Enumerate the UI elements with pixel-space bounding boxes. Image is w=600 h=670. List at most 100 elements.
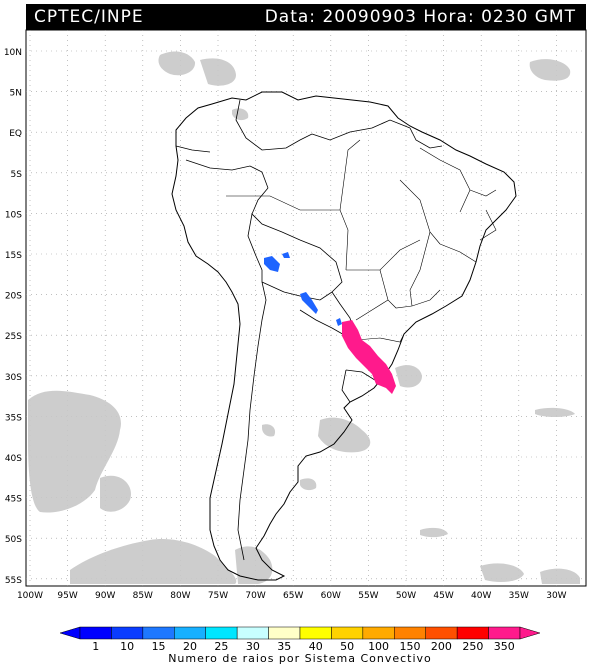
colorbar-swatch (456, 626, 489, 640)
latitude-labels: 10N 5N EQ 5S 10S 15S 20S 25S 30S 35S 40S 45S 50S 55S (4, 48, 22, 586)
source-label: CPTEC/INPE (34, 7, 144, 27)
cloud-cover (28, 51, 580, 584)
state-border-3 (346, 239, 421, 271)
longitude-label: 50W (396, 591, 416, 601)
colorbar-tick-label: 30 (246, 640, 260, 653)
colorbar-swatch (425, 626, 458, 640)
state-border-8 (379, 269, 441, 309)
longitude-label: 95W (57, 591, 77, 601)
longitude-label: 40W (471, 591, 491, 601)
colorbar-tick-label: 150 (400, 640, 421, 653)
longitude-label: 85W (133, 591, 153, 601)
convective-systems (264, 252, 396, 394)
cloud-patch-caribbean (200, 58, 236, 86)
colorbar-tick-label: 25 (214, 640, 228, 653)
border-colombia-peru (185, 159, 269, 189)
border-chile-argentina (237, 281, 267, 561)
longitude-label: 65W (283, 591, 303, 601)
colorbar-swatch (362, 626, 395, 640)
colorbar-tick-label: 250 (462, 640, 483, 653)
border-venezuela-brazil (311, 119, 411, 141)
convective-system-low-3 (282, 252, 290, 258)
cloud-patch-se-pacific (100, 475, 131, 512)
cloud-patch-southern-small (180, 551, 212, 565)
latitude-label: 5S (11, 170, 23, 180)
colorbar-tick-label: 15 (152, 640, 166, 653)
cloud-patch-south-atlantic (235, 546, 273, 584)
colorbar-swatch (236, 626, 269, 640)
latitude-label: 5N (10, 89, 22, 99)
state-border-4 (399, 179, 441, 245)
cloud-patch-north-atlantic (529, 59, 571, 81)
state-borders (226, 139, 497, 343)
convective-system-high-south (342, 320, 396, 394)
longitude-label: 70W (245, 591, 265, 601)
latitude-label: 50S (5, 535, 22, 545)
cloud-patch-central-atlantic (535, 407, 575, 417)
longitude-label: 90W (95, 591, 115, 601)
state-border-2 (339, 139, 361, 211)
colorbar-tick-label: 350 (494, 640, 515, 653)
latitude-label: 10S (5, 210, 22, 220)
colorbar-swatch (331, 626, 364, 640)
longitude-label: 35W (509, 591, 529, 601)
colorbar-tick-label: 40 (309, 640, 323, 653)
cloud-patch-interior-2 (262, 424, 276, 437)
border-peru-bolivia (247, 213, 263, 282)
state-border-7 (409, 231, 431, 307)
colorbar-tick-label: 10 (120, 640, 134, 653)
cloud-patch-south-atlantic-2 (420, 527, 448, 538)
longitude-label: 30W (546, 591, 566, 601)
border-argentina-uruguay (341, 369, 351, 403)
latitude-label: 10N (4, 48, 22, 58)
title-bar: CPTEC/INPE Data: 20090903 Hora: 0230 GMT (26, 4, 586, 30)
state-border-1 (226, 195, 349, 271)
colorbar-caption: Numero de raios por Sistema Convectivo (168, 652, 432, 665)
cloud-patch-patagonia (70, 539, 237, 584)
colorbar (59, 626, 541, 640)
border-colombia-venezuela (235, 99, 313, 151)
cloud-patch-uruguay-coast (395, 365, 422, 388)
colorbar-swatch (111, 626, 144, 640)
state-border-10 (355, 333, 405, 343)
colorbar-swatch (268, 626, 301, 640)
state-border-11 (479, 209, 497, 241)
longitude-label: 75W (208, 591, 228, 601)
colorbar-swatch (142, 626, 175, 640)
latitude-label: 30S (5, 373, 22, 383)
south-america-outline (171, 91, 517, 581)
state-border-12 (469, 189, 497, 197)
colorbar-swatch (488, 626, 521, 640)
colorbar-arrow-left (59, 626, 81, 640)
latitude-label: 25S (5, 332, 22, 342)
cloud-patch-east-atlantic (480, 563, 524, 582)
convective-system-low-4 (336, 318, 342, 326)
cloud-patch-interior-1 (300, 478, 317, 491)
latitude-label: 55S (5, 576, 22, 586)
latitude-label: EQ (9, 129, 22, 139)
longitude-labels: 100W 95W 90W 85W 80W 75W 70W 65W 60W 55W 50W 45W 40W… (17, 591, 567, 601)
colorbar-swatch (205, 626, 238, 640)
state-border-5 (419, 147, 471, 213)
colorbar-tick-label: 100 (368, 640, 389, 653)
longitude-label: 45W (433, 591, 453, 601)
colorbar-ticks: 1 10 15 20 25 30 35 40 50 100 150 200 250 350 (92, 640, 515, 653)
border-guyanas (409, 127, 443, 149)
colorbar-tick-label: 20 (183, 640, 197, 653)
latitude-label: 40S (5, 454, 22, 464)
border-bolivia-brazil (299, 239, 343, 293)
longitude-label: 55W (358, 591, 378, 601)
colorbar-swatch (394, 626, 426, 640)
colorbar-tick-label: 50 (340, 640, 354, 653)
latitude-label: 35S (5, 413, 22, 423)
colorbar-tick-label: 35 (277, 640, 291, 653)
cloud-patch-plata (318, 417, 371, 453)
latitude-label: 15S (5, 251, 22, 261)
latitude-label: 20S (5, 292, 22, 302)
colorbar-arrow-right (519, 626, 541, 640)
colorbar-swatch (79, 626, 112, 640)
cloud-patch-far-south-atlantic (540, 568, 580, 584)
colorbar-tick-label: 1 (92, 640, 99, 653)
cloud-patch-amazon (232, 108, 249, 121)
